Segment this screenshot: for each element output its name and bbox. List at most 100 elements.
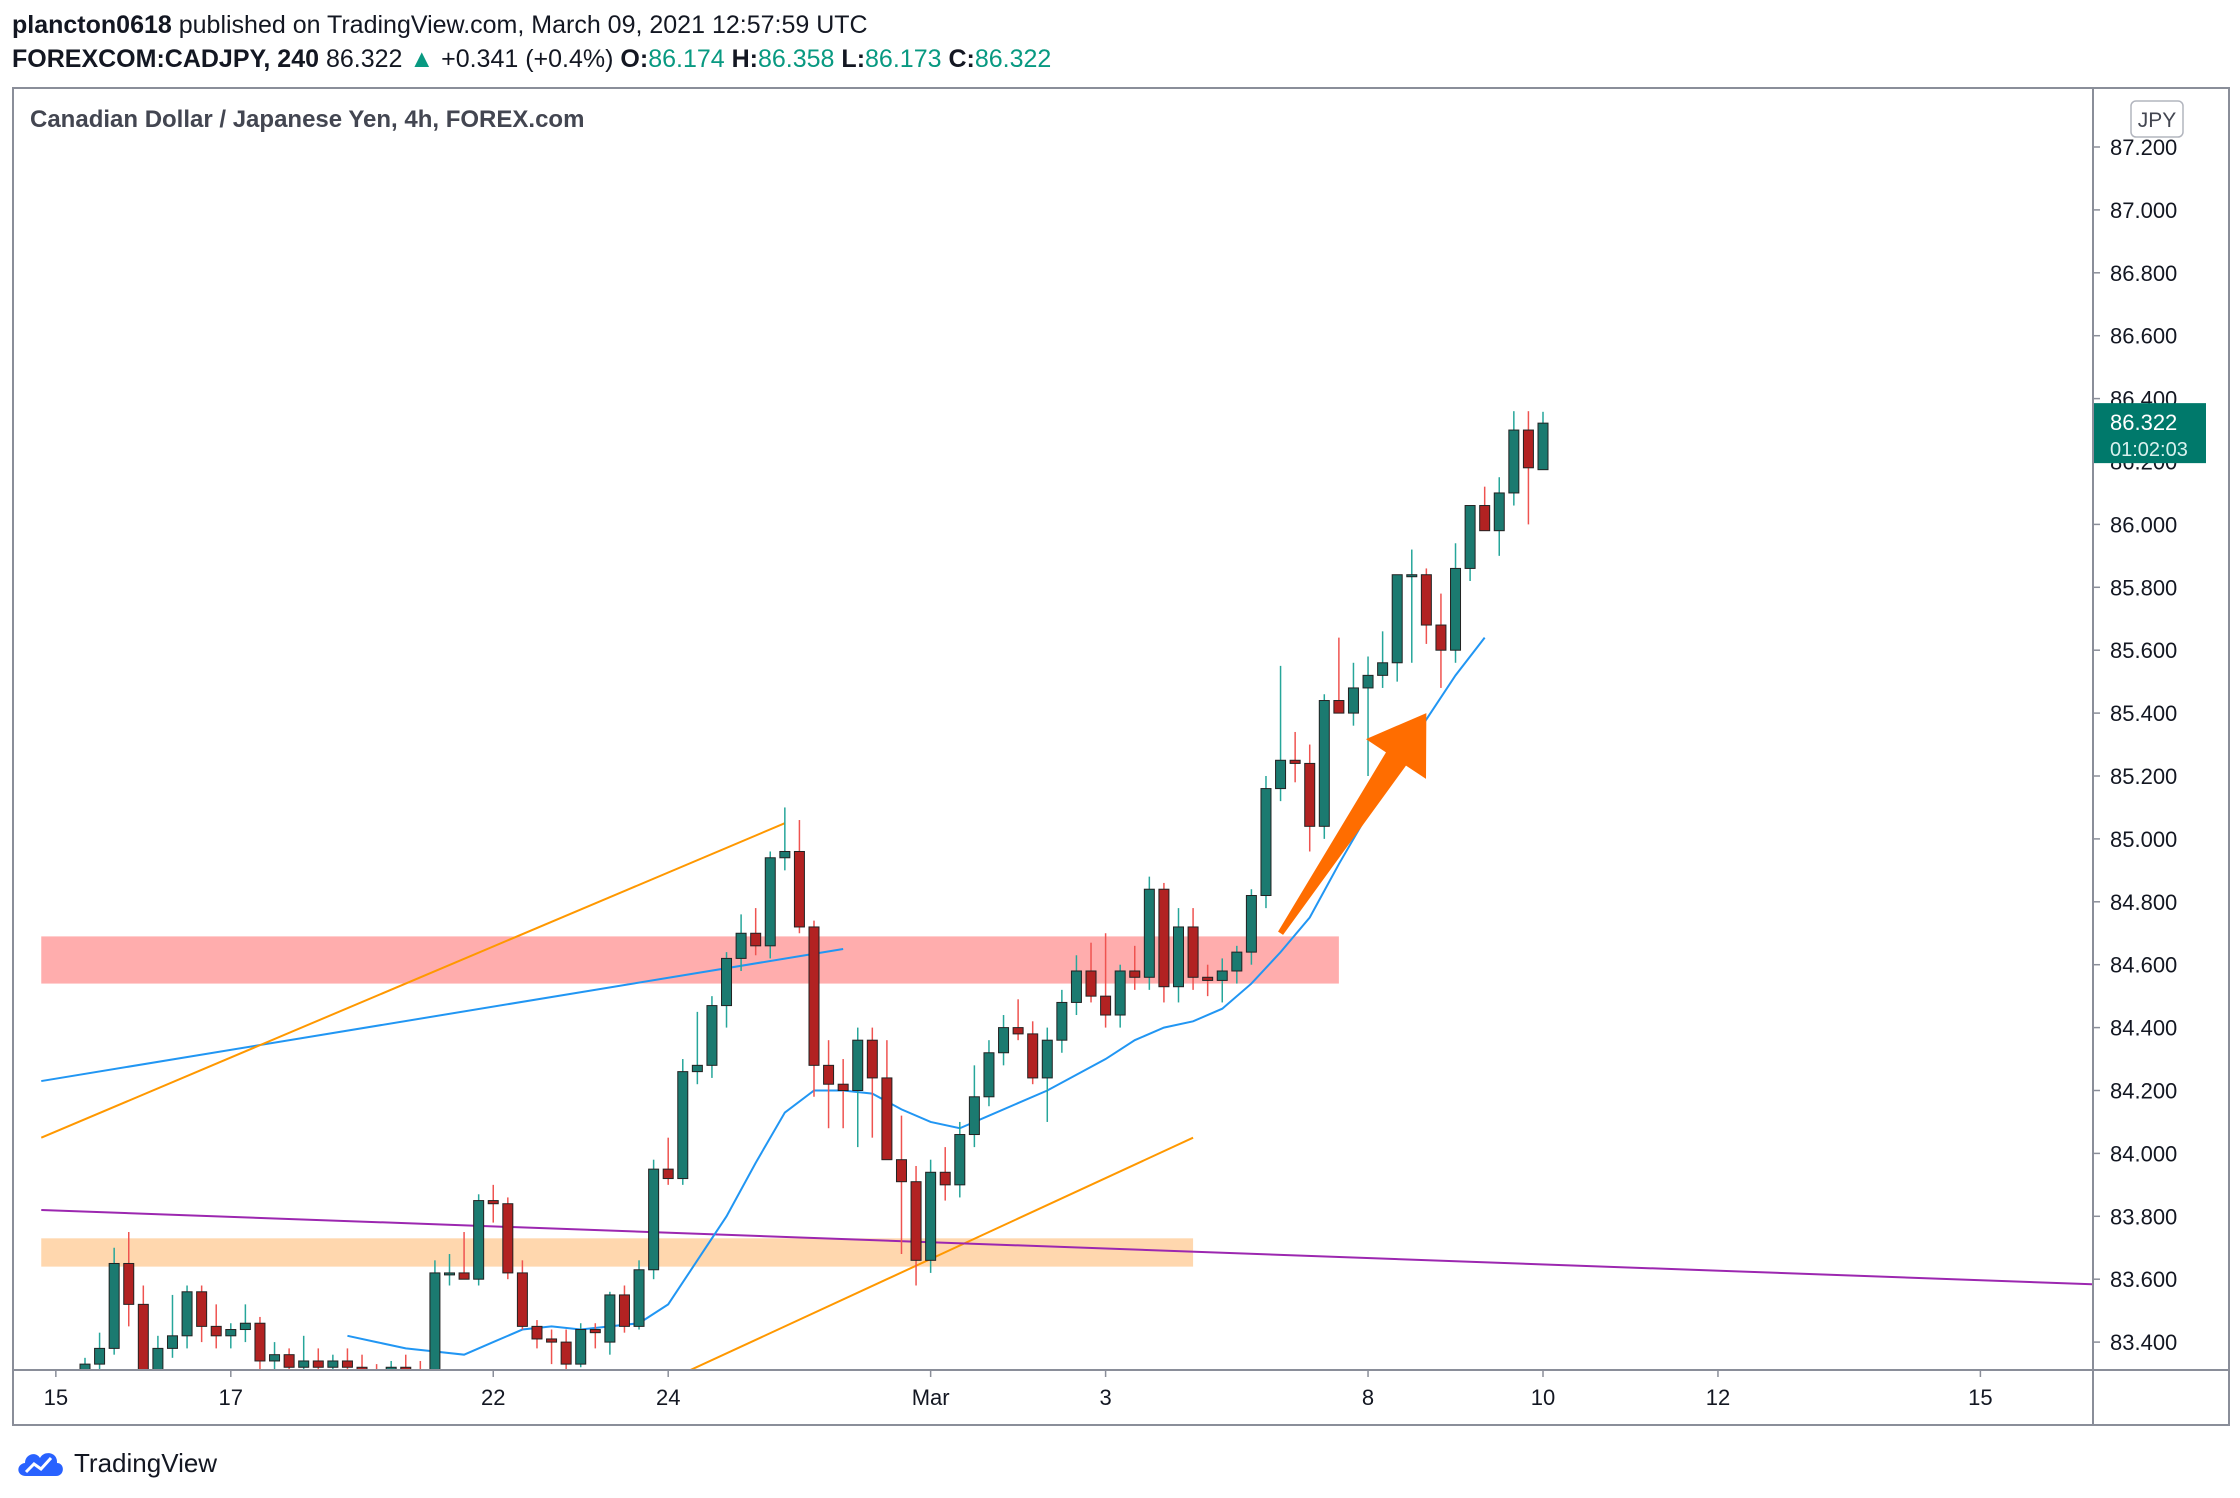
x-tick-label: 8 (1362, 1385, 1374, 1410)
candle-body (1100, 995, 1112, 1016)
candle (779, 807, 791, 871)
candle (881, 1040, 893, 1161)
candle-body (779, 850, 791, 859)
candle-body (108, 1262, 120, 1349)
candle-body (1464, 505, 1476, 569)
candle (662, 1137, 674, 1185)
candle-body (1056, 1001, 1068, 1041)
x-tick-label: 15 (1968, 1385, 1992, 1410)
candle-body (1275, 759, 1287, 790)
candle (852, 1027, 864, 1148)
candle (1027, 1021, 1039, 1085)
last-price: 86.322 (325, 45, 403, 73)
candle (1450, 543, 1462, 663)
candle (1260, 776, 1272, 909)
currency-button[interactable] (2130, 100, 2184, 138)
x-tick-label: 22 (481, 1385, 505, 1410)
candle-body (546, 1338, 558, 1343)
candle-body (881, 1077, 893, 1161)
candle (502, 1197, 514, 1280)
candle-body (633, 1269, 645, 1327)
candle-body (793, 850, 805, 928)
candle (1362, 656, 1374, 776)
candle (444, 1254, 455, 1286)
candle (968, 1065, 980, 1148)
y-tick-label: 83.800 (2110, 1204, 2177, 1229)
time-axis[interactable]: 15 17 22 24 Mar 3 8 10 12 15 (44, 1370, 1993, 1410)
candle-body (575, 1329, 587, 1365)
candle (589, 1323, 601, 1349)
y-tick-label: 84.400 (2110, 1016, 2177, 1041)
candle-body (837, 1083, 849, 1091)
candle-body (1027, 1033, 1039, 1079)
candle-body (1362, 674, 1374, 689)
candle (895, 1115, 907, 1255)
candle-body (1202, 976, 1214, 981)
y-tick-label: 84.000 (2110, 1141, 2177, 1166)
candle-body (968, 1096, 980, 1136)
price-axis[interactable]: 87.20087.00086.80086.60086.40086.20086.0… (2093, 135, 2177, 1355)
candle (419, 1360, 422, 1369)
candle-body (589, 1329, 601, 1334)
publish-text: published on TradingView.com, March 09, … (178, 11, 868, 39)
candle (1085, 942, 1097, 1003)
x-tick-label: 3 (1099, 1385, 1111, 1410)
tradingview-brand[interactable]: TradingView (14, 1446, 217, 1480)
candle-body (677, 1071, 689, 1180)
candle (837, 1059, 849, 1129)
trendline-0 (41, 947, 844, 1083)
candle-body (181, 1291, 193, 1337)
candle (1347, 662, 1359, 726)
y-tick-label: 85.000 (2110, 827, 2177, 852)
chart-title: Canadian Dollar / Japanese Yen, 4h, FORE… (30, 106, 584, 133)
author-name[interactable]: plancton0618 (12, 11, 172, 39)
close-label: C: (948, 45, 975, 73)
y-tick-label: 85.400 (2110, 701, 2177, 726)
candle (1129, 945, 1141, 990)
candle-body (166, 1335, 178, 1349)
candle-body (1391, 574, 1403, 664)
candle-body (283, 1354, 295, 1368)
candle (298, 1335, 310, 1369)
candle (487, 1184, 499, 1223)
candle-body (764, 857, 776, 947)
brand-name: TradingView (74, 1447, 218, 1478)
candle-body (341, 1360, 353, 1368)
open-label: O: (620, 45, 649, 73)
candle (1435, 593, 1447, 688)
candle-body (560, 1341, 572, 1365)
candle (1114, 964, 1126, 1028)
candle (327, 1354, 339, 1369)
candle (1143, 876, 1155, 990)
y-tick-label: 84.600 (2110, 953, 2177, 978)
y-tick-label: 84.800 (2110, 890, 2177, 915)
candle-body (1114, 970, 1126, 1016)
candle (152, 1335, 164, 1369)
candle (429, 1260, 441, 1369)
candle-body (1231, 951, 1243, 972)
x-tick-label: 17 (219, 1385, 243, 1410)
y-tick-label: 87.200 (2110, 135, 2177, 160)
candle (1304, 744, 1316, 852)
candle (239, 1304, 251, 1343)
last-price-tag: 86.322 01:02:03 (2094, 403, 2206, 464)
candle (1041, 1027, 1053, 1122)
candle (1158, 882, 1170, 1003)
candle (458, 1232, 470, 1280)
candle-body (123, 1262, 135, 1305)
candle (1406, 549, 1418, 663)
candle (473, 1194, 485, 1286)
x-tick-label: 24 (656, 1385, 680, 1410)
candle-body (531, 1325, 543, 1340)
candle-body (1333, 700, 1345, 714)
high-label: H: (731, 45, 758, 73)
candle-body (94, 1347, 106, 1365)
candle-body (735, 932, 747, 959)
candle (983, 1040, 995, 1107)
candle-body (823, 1064, 835, 1085)
candle-body (1304, 762, 1316, 827)
y-tick-label: 85.600 (2110, 638, 2177, 663)
publish-info: plancton0618 published on TradingView.co… (12, 8, 868, 42)
candle (1216, 958, 1228, 1003)
